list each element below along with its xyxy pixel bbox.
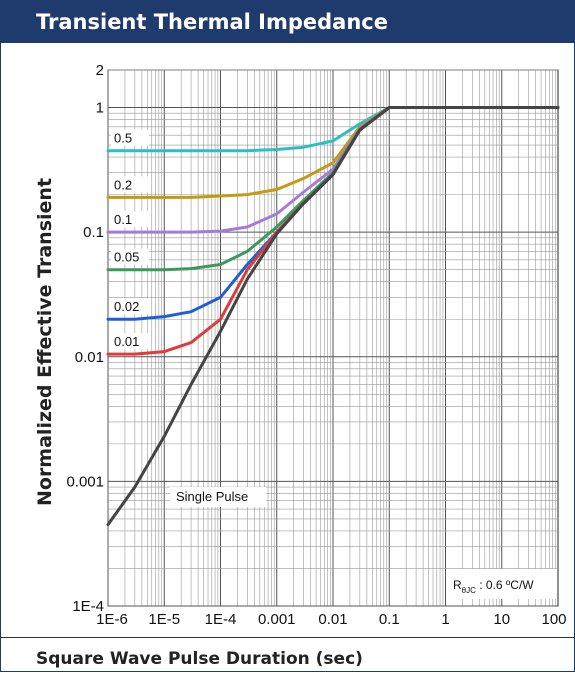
x-axis-label: Square Wave Pulse Duration (sec) — [1, 637, 574, 671]
series-label: 0.5 — [114, 131, 132, 146]
x-tick-labels: 1E-6 1E-5 1E-4 0.001 0.01 0.1 1 10 100 — [96, 611, 566, 628]
series-label: 0.02 — [114, 299, 139, 314]
chart-title: Transient Thermal Impedance — [1, 1, 574, 43]
svg-text:RθJC : 0.6 ºC/W: RθJC : 0.6 ºC/W — [453, 578, 534, 595]
y-tick-label: 1E-4 — [72, 598, 104, 615]
x-tick-label: 1 — [441, 611, 449, 628]
series-label: Single Pulse — [176, 489, 248, 504]
y-tick-label: 0.01 — [75, 349, 104, 366]
x-tick-label: 0.1 — [379, 611, 400, 628]
y-tick-labels: 1E-4 0.001 0.01 0.1 1 2 — [66, 62, 104, 615]
y-tick-label: 1 — [96, 100, 104, 117]
x-tick-label: 10 — [493, 611, 510, 628]
series-label: 0.1 — [114, 212, 132, 227]
note-symbol: R — [453, 578, 462, 592]
series-label: 0.05 — [114, 250, 139, 265]
x-tick-label: 0.001 — [258, 611, 296, 628]
thermal-resistance-note: RθJC : 0.6 ºC/W — [449, 569, 556, 599]
note-subscript: θJC — [462, 586, 476, 595]
y-tick-label: 2 — [96, 62, 104, 79]
series-labels: 0.5 0.2 0.1 0.05 0.02 0.01 Single Pulse — [111, 129, 266, 507]
x-tick-label: 0.01 — [318, 611, 347, 628]
series-label: 0.01 — [114, 334, 139, 349]
x-tick-label: 1E-6 — [96, 611, 128, 628]
note-value: : 0.6 ºC/W — [476, 578, 534, 592]
y-axis-label: Normalized Effective Transient — [34, 178, 56, 506]
y-tick-label: 0.1 — [83, 224, 104, 241]
y-tick-label: 0.001 — [66, 473, 104, 490]
x-tick-label: 100 — [541, 611, 566, 628]
x-tick-label: 1E-4 — [205, 611, 237, 628]
thermal-impedance-plot: 1E-6 1E-5 1E-4 0.001 0.01 0.1 1 10 100 1E-4 0.001… — [34, 62, 567, 628]
x-tick-label: 1E-5 — [148, 611, 180, 628]
series-label: 0.2 — [114, 177, 132, 192]
curves — [106, 106, 560, 527]
series-line-7 — [106, 106, 560, 527]
